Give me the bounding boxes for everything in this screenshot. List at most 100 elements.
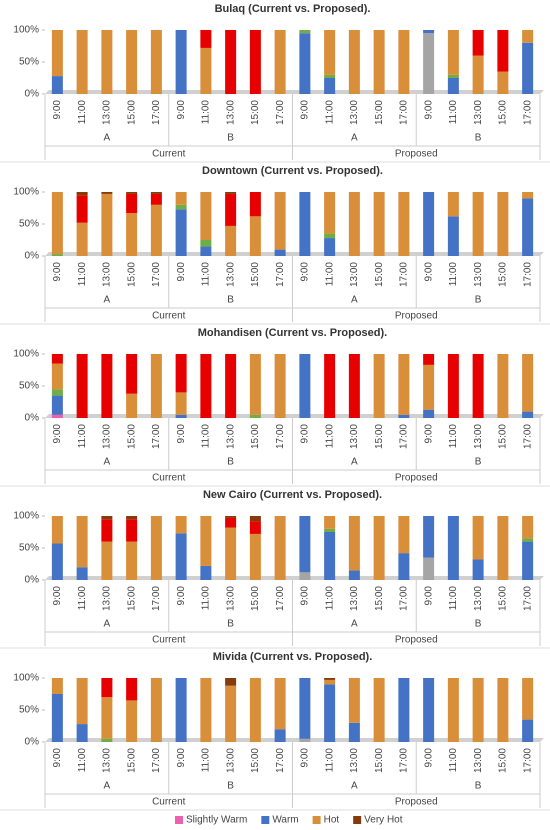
group-label: A: [351, 457, 358, 468]
bar-segment: [51, 395, 63, 415]
bar-segment: [101, 519, 113, 542]
x-tick-label: 17:00: [151, 424, 162, 449]
bar-segment: [324, 354, 336, 418]
group-label: A: [104, 295, 111, 306]
y-tick-label: 100%: [13, 25, 39, 36]
x-tick-label: 13:00: [473, 748, 484, 773]
x-tick-label: 15:00: [126, 100, 137, 125]
x-tick-label: 17:00: [522, 586, 533, 611]
bar-segment: [51, 694, 63, 742]
bar-segment: [522, 516, 534, 539]
super-group-label: Current: [152, 149, 186, 160]
x-tick-label: 15:00: [250, 424, 261, 449]
legend-label: Slightly Warm: [186, 815, 247, 826]
bar-segment: [472, 516, 484, 560]
bar-segment: [324, 516, 336, 529]
bar-segment: [150, 678, 162, 742]
group-label: A: [351, 781, 358, 792]
x-tick-label: 15:00: [126, 424, 137, 449]
bar-segment: [324, 78, 336, 94]
bar-segment: [175, 204, 187, 210]
bar-segment: [522, 678, 534, 720]
bar-segment: [175, 414, 187, 418]
bar-segment: [200, 678, 212, 742]
bar-segment: [51, 192, 63, 255]
x-tick-label: 17:00: [275, 424, 286, 449]
bar-segment: [249, 521, 261, 534]
floor: [45, 252, 544, 256]
bar-segment: [249, 533, 261, 580]
x-tick-label: 11:00: [448, 424, 459, 449]
bar-segment: [51, 516, 63, 544]
bar-segment: [51, 254, 63, 256]
x-tick-label: 15:00: [498, 424, 509, 449]
x-tick-label: 9:00: [300, 586, 311, 606]
bar-segment: [522, 192, 534, 199]
bar-segment: [348, 192, 360, 256]
bar-segment: [274, 192, 286, 250]
x-tick-label: 9:00: [176, 424, 187, 444]
bar-segment: [175, 209, 187, 256]
x-tick-label: 15:00: [374, 424, 385, 449]
bar-segment: [324, 233, 336, 239]
bar-segment: [324, 528, 336, 532]
group-label: B: [475, 457, 482, 468]
bar-segment: [200, 565, 212, 580]
group-label: B: [475, 295, 482, 306]
group-label: B: [227, 295, 234, 306]
bar-segment: [423, 33, 435, 94]
bar-segment: [249, 678, 261, 742]
bar-segment: [299, 738, 311, 742]
bar-segment: [225, 225, 237, 256]
legend-swatch: [175, 816, 183, 824]
y-tick-label: 0%: [25, 89, 40, 100]
x-tick-label: 13:00: [349, 262, 360, 287]
group-label: B: [227, 133, 234, 144]
x-tick-label: 11:00: [324, 262, 335, 287]
x-tick-label: 17:00: [151, 262, 162, 287]
x-tick-label: 11:00: [201, 748, 212, 773]
bar-segment: [522, 198, 534, 256]
bar-segment: [472, 192, 484, 256]
super-group-label: Current: [152, 797, 186, 808]
bar-segment: [126, 519, 138, 542]
x-tick-label: 15:00: [126, 262, 137, 287]
bar-segment: [101, 354, 113, 418]
x-tick-label: 13:00: [102, 100, 113, 125]
x-tick-label: 13:00: [473, 262, 484, 287]
x-tick-label: 9:00: [423, 262, 434, 282]
bar-segment: [101, 697, 113, 739]
bar-segment: [324, 679, 336, 685]
x-tick-label: 9:00: [52, 586, 63, 606]
bar-segment: [76, 222, 88, 256]
bar-segment: [150, 516, 162, 580]
x-tick-label: 15:00: [250, 586, 261, 611]
group-label: A: [104, 133, 111, 144]
x-tick-label: 15:00: [126, 586, 137, 611]
bar-segment: [101, 516, 113, 520]
x-tick-label: 11:00: [324, 586, 335, 611]
bar-segment: [225, 517, 237, 528]
x-tick-label: 9:00: [176, 586, 187, 606]
bar-segment: [373, 192, 385, 256]
x-tick-label: 9:00: [300, 748, 311, 768]
bar-segment: [51, 543, 63, 580]
bar-segment: [175, 192, 187, 205]
bar-segment: [472, 678, 484, 742]
bar-segment: [225, 527, 237, 580]
x-tick-label: 15:00: [250, 748, 261, 773]
x-tick-label: 15:00: [498, 100, 509, 125]
bar-segment: [225, 193, 237, 226]
bar-segment: [175, 516, 187, 534]
x-tick-label: 13:00: [225, 262, 236, 287]
bar-segment: [150, 30, 162, 94]
x-tick-label: 11:00: [77, 262, 88, 287]
x-tick-label: 15:00: [374, 100, 385, 125]
bar-segment: [200, 516, 212, 566]
bar-segment: [522, 30, 534, 43]
super-group-label: Proposed: [395, 635, 438, 646]
bar-segment: [423, 364, 435, 410]
x-tick-label: 13:00: [349, 100, 360, 125]
x-tick-label: 15:00: [498, 748, 509, 773]
